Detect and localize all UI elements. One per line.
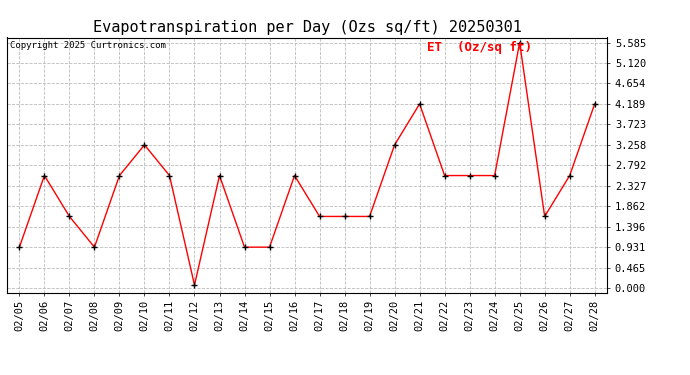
Text: ET  (Oz/sq ft): ET (Oz/sq ft)	[427, 41, 532, 54]
Title: Evapotranspiration per Day (Ozs sq/ft) 20250301: Evapotranspiration per Day (Ozs sq/ft) 2…	[92, 20, 522, 35]
Text: Copyright 2025 Curtronics.com: Copyright 2025 Curtronics.com	[10, 41, 166, 50]
